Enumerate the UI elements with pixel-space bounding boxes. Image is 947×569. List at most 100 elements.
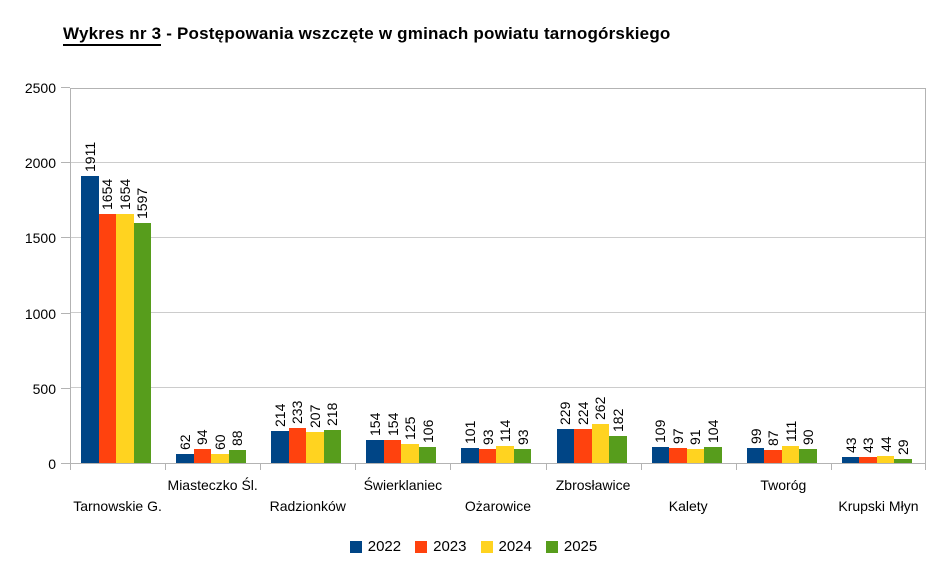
bar-value-label: 99 [747,428,764,445]
y-tick-label: 2500 [24,80,56,96]
bar [366,439,384,463]
bar-value-label: 111 [782,421,799,443]
legend-swatch [480,541,493,553]
bar-value-label: 43 [860,436,877,453]
bar-value-label: 97 [669,428,686,445]
bar-value-label: 1654 [116,179,133,211]
legend-label: 2025 [563,538,598,555]
bar-value-label: 233 [289,400,306,424]
bar [176,453,194,463]
y-tick [61,237,70,239]
chart-title: Wykres nr 3 - Postępowania wszczęte w gm… [63,24,671,46]
bar-value-label: 114 [497,419,514,442]
chart-title-underlined: Wykres nr 3 [63,24,162,46]
legend-label: 2022 [367,538,402,555]
y-tick [61,312,70,314]
x-tick [450,464,451,470]
category-label: Zbrosławice [555,477,631,493]
x-tick [260,464,261,470]
bar [746,448,765,463]
bar [799,449,817,463]
y-tick [61,387,70,389]
x-tick [70,464,71,470]
bar [841,456,860,463]
legend-swatch [545,541,558,553]
y-tick [61,87,70,88]
bar-value-label: 1654 [99,179,116,211]
category-label: Krupski Młyn [838,498,919,514]
bar-value-label: 182 [609,408,626,432]
bar [478,449,497,463]
bar-value-label: 44 [877,436,894,453]
bar [686,449,705,463]
chart-title-rest: - Postępowania wszczęte w gminach powiat… [161,24,671,43]
bar [193,448,212,463]
x-tick [736,464,737,470]
y-tick [61,162,70,164]
legend-item: 2023 [415,539,467,555]
gridline [71,387,925,389]
category-label: Miasteczko Śl. [167,477,258,493]
gridline [71,161,925,163]
y-tick-label: 1500 [24,230,56,247]
x-tick [546,464,547,470]
bar-value-label: 62 [176,434,193,450]
bar-value-label: 154 [384,412,401,436]
x-tick [641,464,642,470]
bar-value-label: 90 [800,429,817,446]
category-label: Tworóg [760,477,807,493]
bar-value-label: 91 [687,429,704,446]
bar [513,449,532,463]
bar-value-label: 218 [324,402,341,427]
legend-label: 2024 [498,538,532,555]
bar [669,448,687,463]
bar-value-label: 262 [592,396,609,420]
bar [591,423,610,463]
bar-value-label: 101 [462,420,479,444]
bar [781,446,800,463]
bar [116,214,134,463]
bar-value-label: 1597 [134,187,151,219]
category-label: Radzionków [269,498,346,514]
bar-value-label: 214 [271,403,288,427]
bar [764,449,782,463]
bar [323,430,342,463]
bar [496,445,514,463]
legend-item: 2024 [480,538,532,555]
bar [461,447,479,463]
bar-value-label: 125 [402,416,419,441]
bar-value-label: 29 [895,439,912,455]
bar [306,431,324,463]
bar [651,446,670,463]
x-tick [925,464,926,470]
gridline [71,236,925,238]
legend-item: 2025 [545,538,598,555]
category-label: Kalety [668,498,708,514]
bar [228,449,247,463]
bar [81,175,99,463]
bar [133,222,151,463]
bar [556,428,575,463]
bar-value-label: 88 [229,430,246,446]
bar [288,427,307,463]
y-tick [61,463,70,464]
bar-value-label: 109 [652,419,669,443]
x-tick [165,464,166,470]
bar [418,447,437,463]
bar [894,458,912,463]
bar-value-label: 229 [557,401,574,425]
x-tick [355,464,356,470]
plot-area: 1911 1654 1654 1597 62 94 60 88 214 233 207 218 154 1… [70,88,926,464]
y-tick-label: 0 [48,456,56,472]
y-tick-label: 2000 [24,155,56,172]
bar-value-label: 207 [306,404,323,428]
x-tick [831,464,832,470]
y-tick-label: 500 [32,380,56,397]
category-label: Świerklaniec [363,477,443,493]
bar [574,429,592,463]
bar-value-label: 154 [367,412,384,436]
bar [704,447,722,463]
bar [271,430,289,463]
category-label: Tarnowskie G. [73,498,162,514]
bar-value-label: 224 [574,401,591,426]
